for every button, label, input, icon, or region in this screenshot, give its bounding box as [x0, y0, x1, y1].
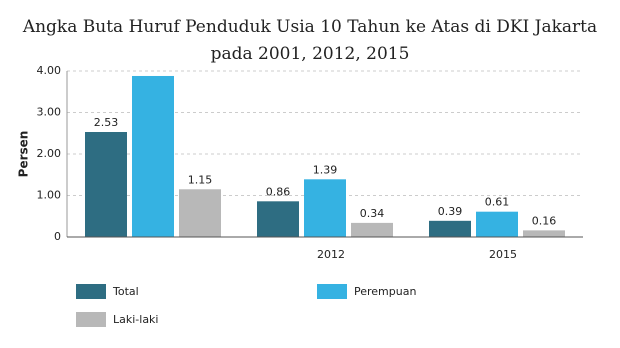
legend-swatch	[317, 284, 347, 299]
legend-label: Perempuan	[354, 285, 416, 298]
y-tick-label: 2.00	[37, 147, 62, 160]
bar	[304, 179, 346, 237]
bar	[85, 132, 127, 237]
data-label: 2.53	[94, 116, 119, 129]
data-label: 0.16	[532, 214, 557, 227]
bar	[257, 201, 299, 237]
bar	[429, 220, 471, 237]
y-tick-label: 4.00	[37, 64, 62, 77]
bar	[179, 189, 221, 237]
y-tick-label: 1.00	[37, 189, 62, 202]
x-tick-label: 2015	[489, 248, 517, 261]
bar	[523, 230, 565, 237]
y-tick-label: 3.00	[37, 106, 62, 119]
y-axis-label: Persen	[17, 131, 31, 178]
legend-label: Laki-laki	[113, 313, 159, 326]
bar	[351, 222, 393, 237]
data-label: 0.61	[485, 196, 510, 209]
legend-label: Total	[112, 285, 139, 298]
data-label: 0.39	[438, 205, 463, 218]
data-label: 1.39	[313, 163, 338, 176]
legend-swatch	[76, 312, 106, 327]
chart-title: Angka Buta Huruf Penduduk Usia 10 Tahun …	[22, 17, 598, 64]
bar	[476, 211, 518, 237]
y-tick-label: 0	[54, 230, 61, 243]
bar	[132, 75, 174, 237]
x-tick-label: 2012	[317, 248, 345, 261]
legend-swatch	[76, 284, 106, 299]
data-label: 0.34	[360, 207, 385, 220]
data-label: 0.86	[266, 185, 291, 198]
data-label: 1.15	[188, 173, 213, 186]
